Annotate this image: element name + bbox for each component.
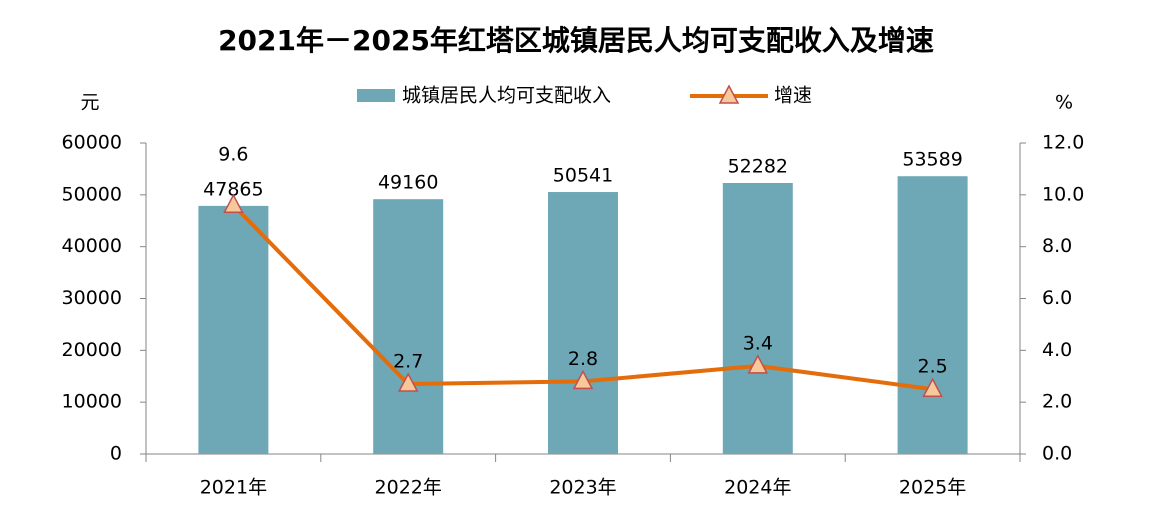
legend-label: 城镇居民人均可支配收入 [402,85,611,107]
chart-title: 2021年－2025年红塔区城镇居民人均可支配收入及增速 [218,24,934,57]
line-value-label: 9.6 [218,144,248,166]
bar [373,199,444,454]
bar-value-label: 47865 [203,178,263,200]
y-tick-label: 30000 [62,287,122,309]
bar [897,176,968,454]
x-tick-label: 2025年 [899,477,966,499]
y-tick-label: 0 [110,443,122,465]
y-tick-label: 50000 [62,183,122,205]
x-tick-label: 2021年 [200,477,267,499]
line-marker [922,377,943,397]
line-marker [223,193,244,213]
y2-tick-label: 10.0 [1042,183,1084,205]
x-tick-label: 2022年 [375,477,442,499]
bar [198,205,269,454]
y2-tick-label: 8.0 [1042,235,1072,257]
y2-axis-label: % [1055,92,1073,114]
bar-value-label: 49160 [378,172,438,194]
bar-value-label: 50541 [553,165,613,187]
bar-value-label: 53589 [902,149,962,171]
y2-tick-label: 6.0 [1042,287,1072,309]
line-value-label: 2.7 [393,351,423,373]
y2-tick-label: 4.0 [1042,339,1072,361]
y-tick-label: 20000 [62,339,122,361]
bar [722,183,793,455]
line-value-label: 2.5 [917,356,947,378]
bar-value-label: 52282 [728,156,788,178]
y-axis-label: 元 [80,92,99,114]
x-tick-label: 2023年 [549,477,616,499]
y-tick-label: 60000 [62,132,122,154]
y2-tick-label: 2.0 [1042,391,1072,413]
line-marker [572,369,594,390]
line-marker [397,372,419,392]
legend-label: 增速 [774,85,812,107]
bar [548,192,618,454]
line-value-label: 3.4 [743,332,773,354]
legend-swatch [357,89,395,102]
y2-tick-label: 12.0 [1042,132,1084,154]
line-marker [747,354,769,374]
y-tick-label: 10000 [62,391,122,413]
y-tick-label: 40000 [62,235,122,257]
line-value-label: 2.8 [568,348,598,370]
legend-marker [718,84,740,104]
y2-tick-label: 0.0 [1042,443,1072,465]
x-tick-label: 2024年 [724,477,791,499]
